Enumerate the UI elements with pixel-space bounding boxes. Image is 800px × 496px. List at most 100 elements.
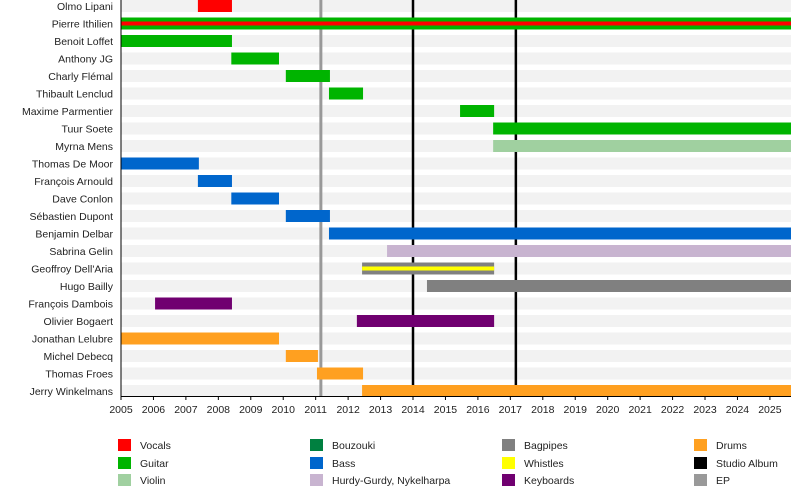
member-label: Charly Flémal [48,71,113,83]
bar-violin [493,140,791,152]
row-band [121,87,791,100]
member-label: Pierre Ithilien [52,19,113,31]
member-label: Hugo Bailly [60,281,114,293]
x-tick-label: 2020 [596,404,620,416]
legend-label: Guitar [140,458,169,470]
row-band [121,332,791,345]
row-band [121,192,791,205]
bar-drums [285,350,318,362]
legend-swatch [694,474,707,486]
x-tick-label: 2009 [239,404,263,416]
legend-swatch [118,439,131,451]
bar-whistles [362,266,495,271]
x-tick-label: 2025 [758,404,782,416]
x-tick-label: 2016 [466,404,490,416]
bar-guitar [231,52,280,65]
member-label: Olivier Bogaert [44,316,114,328]
x-tick-label: 2011 [304,404,327,416]
member-label: François Dambois [28,299,113,311]
legend-label: Drums [716,440,747,452]
row-band [121,175,791,187]
bar-bass [285,210,330,222]
bar-hurdy-gurdy-nykelharpa [387,245,791,257]
member-label: Thomas De Moor [32,159,114,171]
member-label: Sébastien Dupont [30,211,114,223]
bar-guitar [328,87,364,100]
x-tick-label: 2008 [207,404,231,416]
row-band [121,297,791,310]
x-tick-label: 2014 [401,404,425,416]
bar-vocals [197,0,232,12]
legend-label: EP [716,475,730,487]
member-label: Thibault Lenclud [36,89,113,101]
member-label: Michel Debecq [44,351,114,363]
member-label: Thomas Froes [45,369,113,381]
x-tick-label: 2007 [174,404,198,416]
legend-swatch [502,457,515,469]
bar-drums [362,385,791,397]
row-band [121,0,791,12]
legend-swatch [310,474,323,486]
x-tick-label: 2010 [272,404,296,416]
x-tick-label: 2017 [499,404,523,416]
legend-swatch [310,439,323,451]
member-label: Dave Conlon [52,194,113,206]
legend-swatch [502,474,515,486]
bar-bass [197,175,232,187]
legend-swatch [118,457,131,469]
member-label: Jerry Winkelmans [30,386,113,398]
legend-swatch [118,474,131,486]
member-label: Jonathan Lelubre [32,334,113,346]
x-tick-label: 2021 [628,404,652,416]
bar-guitar [121,35,232,47]
legend-swatch [694,439,707,451]
member-label: François Arnould [34,176,113,188]
legend-swatch [310,457,323,469]
member-label: Tuur Soete [61,124,113,136]
bar-drums [121,332,280,345]
row-band [121,210,791,222]
bar-keyboards [356,315,495,327]
member-label: Myrna Mens [55,141,113,153]
bar-guitar [285,70,330,82]
legend-label: Bouzouki [332,440,375,452]
member-label: Geoffroy Dell'Aria [31,264,113,276]
member-label: Benjamin Delbar [35,229,113,241]
legend-label: Studio Album [716,458,778,470]
row-band [121,105,791,117]
x-tick-label: 2013 [369,404,393,416]
bar-bagpipes [426,280,791,292]
bar-drums [316,367,364,380]
legend-label: Hurdy-Gurdy, Nykelharpa [332,475,450,487]
bar-vocals [121,21,791,26]
member-label: Anthony JG [58,54,113,66]
legend-label: Bass [332,458,355,470]
x-tick-label: 2024 [726,404,750,416]
member-label: Olmo Lipani [57,1,113,13]
legend-label: Whistles [524,458,564,470]
x-tick-label: 2005 [109,404,133,416]
bar-bass [231,192,280,205]
bar-bass [328,227,791,240]
bar-keyboards [155,297,232,310]
row-band [121,35,791,47]
x-tick-label: 2023 [693,404,717,416]
legend-swatch [694,457,707,469]
member-label: Benoit Loffet [54,36,113,48]
legend-swatch [502,439,515,451]
row-band [121,157,791,170]
member-label: Maxime Parmentier [22,106,114,118]
x-tick-label: 2018 [531,404,555,416]
bar-bass [121,157,199,170]
row-band [121,367,791,380]
bar-guitar [493,122,791,135]
x-tick-label: 2022 [661,404,685,416]
row-band [121,70,791,82]
member-label: Sabrina Gelin [49,246,113,258]
legend-label: Bagpipes [524,440,568,452]
row-band [121,350,791,362]
legend-label: Keyboards [524,475,574,487]
x-tick-label: 2015 [434,404,458,416]
